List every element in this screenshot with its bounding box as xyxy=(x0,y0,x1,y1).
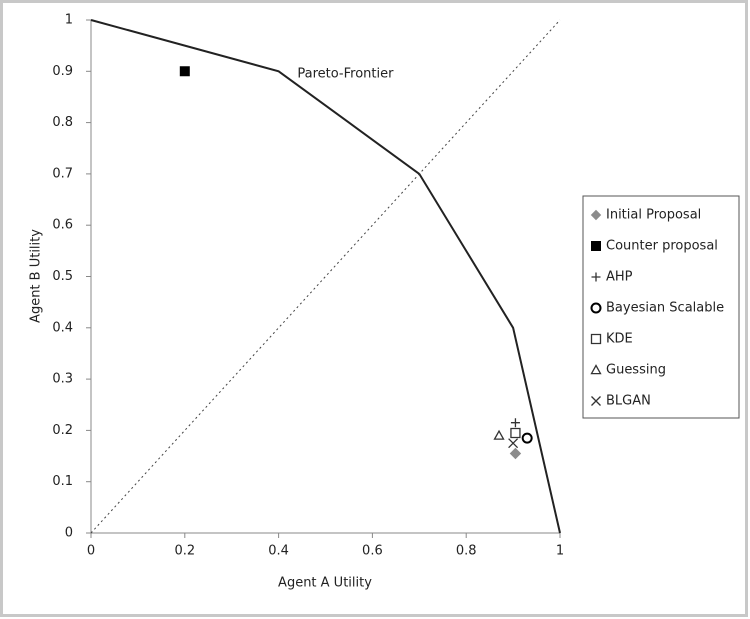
point xyxy=(510,418,520,428)
annotation: Pareto-Frontier xyxy=(297,66,394,81)
legend-box xyxy=(582,195,740,419)
legend-marker xyxy=(591,396,601,406)
legend-marker xyxy=(590,333,602,345)
y-tick-label: 1 xyxy=(65,13,73,28)
y-tick-label: 0.1 xyxy=(52,474,73,489)
line-series xyxy=(90,19,561,534)
x-tick-label: 0.2 xyxy=(174,544,195,559)
legend-label: Guessing xyxy=(606,363,666,378)
y-axis-title: Agent B Utility xyxy=(29,229,44,323)
legend-marker xyxy=(591,241,601,251)
line-series xyxy=(90,19,561,534)
x-tick-label: 0.8 xyxy=(456,544,477,559)
legend-marker xyxy=(590,302,602,314)
point xyxy=(508,438,519,449)
legend-label: KDE xyxy=(606,332,633,347)
y-tick-label: 0.8 xyxy=(52,115,73,130)
x-tick-label: 0.6 xyxy=(362,544,383,559)
legend-label: Bayesian Scalable xyxy=(606,301,724,316)
point xyxy=(493,429,505,440)
y-tick-label: 0.9 xyxy=(52,64,73,79)
point xyxy=(179,66,190,77)
point xyxy=(510,427,521,439)
legend-marker xyxy=(590,209,602,221)
y-tick-label: 0.3 xyxy=(52,372,73,387)
x-tick-label: 0 xyxy=(87,544,95,559)
legend-marker xyxy=(591,272,601,282)
y-tick-label: 0.6 xyxy=(52,218,73,233)
legend-marker xyxy=(590,364,602,375)
legend-label: BLGAN xyxy=(606,394,651,409)
y-tick-label: 0.5 xyxy=(52,269,73,284)
y-tick-label: 0.2 xyxy=(52,423,73,438)
y-tick-label: 0 xyxy=(65,526,73,541)
legend-label: AHP xyxy=(606,270,633,285)
y-tick-label: 0.4 xyxy=(52,320,73,335)
x-tick-label: 1 xyxy=(556,544,564,559)
legend-label: Counter proposal xyxy=(606,239,718,254)
x-tick-label: 0.4 xyxy=(268,544,289,559)
point xyxy=(521,432,533,444)
y-tick-label: 0.7 xyxy=(52,166,73,181)
x-axis-title: Agent A Utility xyxy=(278,576,372,591)
legend-label: Initial Proposal xyxy=(606,208,701,223)
point xyxy=(509,447,522,460)
